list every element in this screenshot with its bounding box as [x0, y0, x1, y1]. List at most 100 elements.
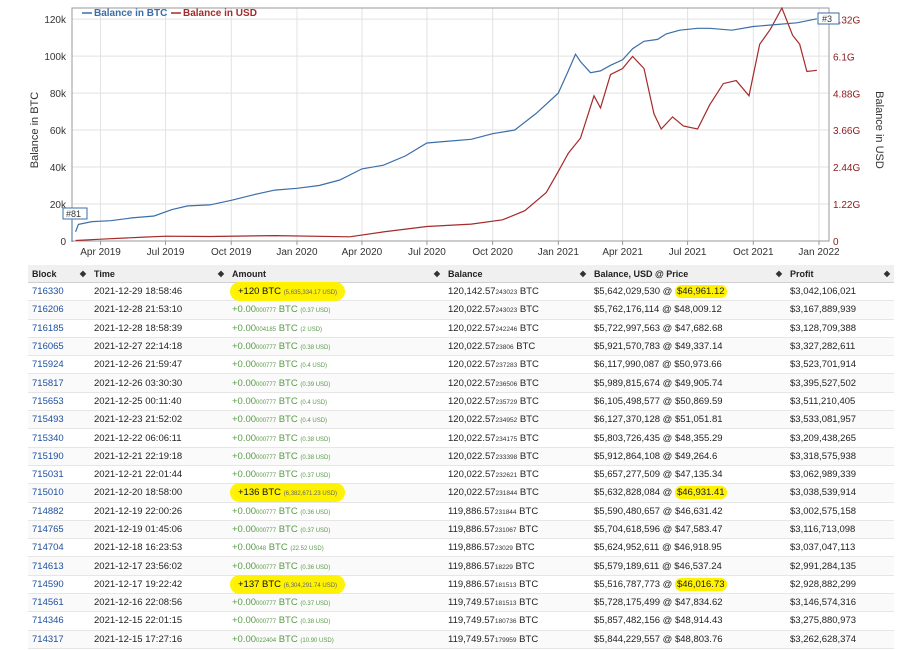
- block-link[interactable]: 716330: [32, 286, 64, 298]
- block-link[interactable]: 715493: [32, 414, 64, 426]
- balance-usd-cell: $5,844,229,557 @ $48,803.76: [590, 630, 786, 649]
- btc-series-line: [75, 18, 818, 233]
- block-link[interactable]: 715031: [32, 469, 64, 481]
- balance-value: 119,886.57: [448, 578, 495, 590]
- time-cell: 2021-12-22 06:06:11: [90, 428, 228, 448]
- col-header-amount[interactable]: Amount ◆: [228, 265, 444, 283]
- block-link[interactable]: 714613: [32, 560, 64, 572]
- price-value: $47,834.62: [674, 597, 723, 609]
- profit-cell: $3,275,880,973: [786, 611, 894, 631]
- amount-unit: BTC: [276, 432, 298, 444]
- amount-unit: BTC: [276, 560, 298, 572]
- balance-cell: 119,886.57231844 BTC: [444, 502, 590, 521]
- sort-icon[interactable]: ◆: [433, 268, 440, 278]
- col-header-balance[interactable]: Balance ◆: [444, 265, 590, 283]
- balance-cell: 120,022.57243023 BTC: [444, 300, 590, 320]
- amount-unit: BTC: [266, 542, 288, 554]
- table-row: 715924 2021-12-26 21:59:47 +0.00000777 BTC…: [28, 355, 894, 375]
- left-tick-label: 120k: [44, 15, 67, 26]
- balance-usd-value: $5,803,726,435 @: [594, 432, 675, 444]
- block-link[interactable]: 715653: [32, 395, 64, 407]
- time-cell: 2021-12-16 22:08:56: [90, 593, 228, 613]
- block-link[interactable]: 715924: [32, 359, 64, 371]
- price-value: $49,905.74: [674, 377, 723, 389]
- table-header-row: Block ◆ Time ◆ Amount ◆ Balance ◆ Balance, U…: [28, 265, 894, 283]
- amount-cell: +120 BTC (5,635,334.17 USD): [228, 282, 444, 302]
- block-link[interactable]: 714317: [32, 633, 64, 645]
- amount-unit: BTC: [276, 633, 298, 645]
- balance-unit: BTC: [516, 597, 539, 609]
- balance-usd-cell: $5,590,480,657 @ $46,631.42: [590, 502, 786, 521]
- amount-small-digits: 000777: [256, 381, 277, 388]
- amount-highlight: +120 BTC (5,635,334.17 USD): [232, 284, 344, 300]
- col-header-profit[interactable]: Profit ◆: [786, 265, 894, 283]
- table-row: 714590 2021-12-17 19:22:42 +137 BTC (6,304…: [28, 575, 894, 595]
- amount-usd: (0.39 USD): [300, 381, 331, 388]
- profit-cell: $3,116,713,098: [786, 520, 894, 540]
- amount-usd: (0.36 USD): [300, 509, 331, 516]
- amount-cell: +0.00000777 BTC (0.36 USD): [228, 556, 444, 576]
- table-row: 714882 2021-12-19 22:00:26 +0.00000777 BTC…: [28, 502, 894, 521]
- right-tick-label: 1.22G: [833, 200, 860, 211]
- sort-icon[interactable]: ◆: [79, 268, 86, 278]
- amount-unit: BTC: [276, 414, 298, 426]
- block-link[interactable]: 714882: [32, 505, 64, 517]
- balance-unit: BTC: [512, 560, 535, 572]
- amount-usd: (0.38 USD): [300, 619, 331, 626]
- balance-unit: BTC: [517, 469, 539, 481]
- block-link[interactable]: 716206: [32, 304, 64, 316]
- price-value: $46,931.41: [674, 486, 727, 500]
- col-header-block[interactable]: Block ◆: [28, 265, 90, 283]
- block-link[interactable]: 715010: [32, 487, 64, 499]
- block-link[interactable]: 715190: [32, 450, 64, 462]
- amount-unit: BTC: [276, 322, 298, 334]
- sort-icon[interactable]: ◆: [883, 268, 890, 278]
- amount-cell: +0.00000777 BTC (0.37 USD): [228, 300, 444, 320]
- price-value: $48,009.12: [674, 304, 722, 316]
- amount-usd: (5,635,334.17 USD): [283, 290, 338, 297]
- balance-unit: BTC: [516, 578, 539, 590]
- balance-cell: 119,886.5718229 BTC: [444, 556, 590, 576]
- time-cell: 2021-12-28 18:58:39: [90, 319, 228, 338]
- sort-icon[interactable]: ◆: [775, 268, 782, 278]
- block-link[interactable]: 715817: [32, 377, 64, 389]
- balance-usd-cell: $5,632,828,084 @ $46,931.41: [590, 483, 786, 503]
- block-link[interactable]: 714704: [32, 542, 64, 554]
- balance-small-digits: 23029: [494, 545, 513, 553]
- block-link[interactable]: 714765: [32, 524, 64, 535]
- profit-cell: $3,327,282,611: [786, 337, 894, 357]
- amount-small-digits: 004185: [256, 326, 277, 333]
- col-header-balance-usd[interactable]: Balance, USD @ Price ◆: [590, 265, 786, 283]
- block-link[interactable]: 714561: [32, 597, 64, 609]
- profit-cell: $3,062,989,339: [786, 465, 894, 485]
- table-row: 716065 2021-12-27 22:14:18 +0.00000777 BTC…: [28, 337, 894, 357]
- block-link[interactable]: 714590: [32, 578, 64, 590]
- block-link[interactable]: 714346: [32, 615, 64, 627]
- price-value: $51,051.81: [674, 414, 723, 426]
- time-cell: 2021-12-25 00:11:40: [90, 392, 228, 412]
- balance-small-digits: 237283: [495, 362, 518, 370]
- table-row: 715493 2021-12-23 21:52:02 +0.00000777 BTC…: [28, 410, 894, 430]
- price-value: $47,583.47: [674, 524, 723, 535]
- price-value: $48,355.29: [674, 432, 723, 444]
- col-header-time[interactable]: Time ◆: [90, 265, 228, 283]
- sort-icon[interactable]: ◆: [579, 268, 586, 278]
- balance-usd-cell: $5,642,029,530 @ $46,961.12: [590, 282, 786, 302]
- amount-value: +0.00: [232, 560, 257, 572]
- amount-small-digits: 000777: [256, 528, 277, 534]
- balance-usd-value: $5,632,828,084 @: [594, 487, 675, 499]
- balance-unit: BTC: [517, 322, 539, 334]
- amount-value: +137 BTC: [238, 578, 282, 590]
- sort-icon[interactable]: ◆: [217, 268, 224, 278]
- balance-usd-value: $5,844,229,557 @: [594, 633, 675, 645]
- block-link[interactable]: 715340: [32, 432, 64, 444]
- balance-unit: BTC: [517, 432, 539, 444]
- right-tick-label: 3.66G: [833, 126, 860, 137]
- amount-value: +0.00: [232, 469, 257, 481]
- block-link[interactable]: 716185: [32, 322, 64, 334]
- block-link[interactable]: 716065: [32, 341, 64, 353]
- plot-area-border: [71, 7, 830, 242]
- time-cell: 2021-12-20 18:58:00: [90, 483, 228, 503]
- balance-small-digits: 231844: [495, 490, 518, 498]
- amount-value: +0.00: [232, 395, 257, 407]
